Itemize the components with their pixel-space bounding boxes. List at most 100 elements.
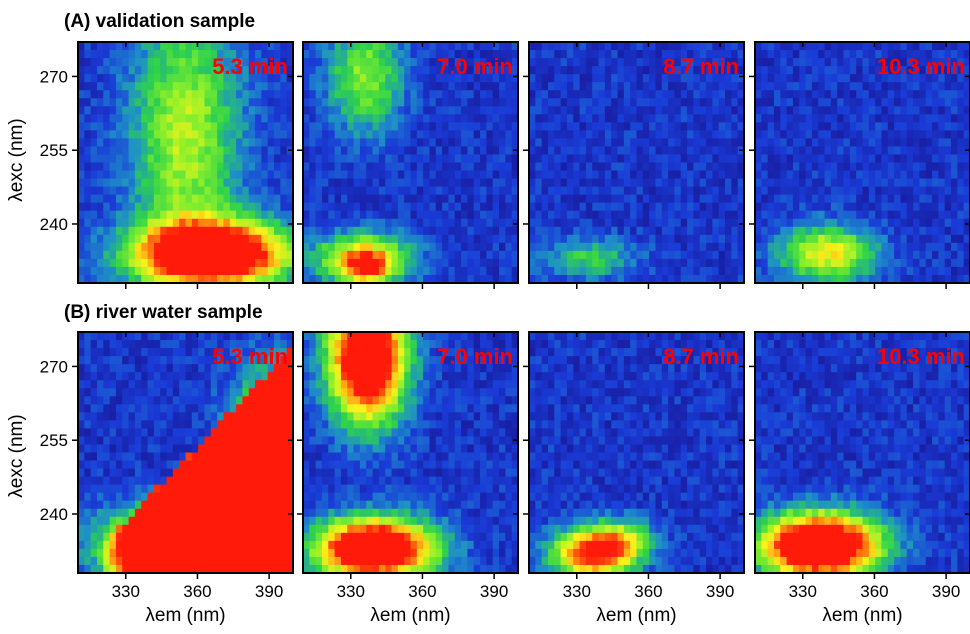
- heatmap-cell: [623, 114, 631, 123]
- heatmap-cell: [585, 194, 593, 204]
- heatmap-cell: [693, 130, 701, 139]
- heatmap-cell: [442, 242, 450, 252]
- heatmap-cell: [699, 58, 707, 67]
- heatmap-cell: [617, 170, 625, 180]
- heatmap-cell: [547, 210, 555, 220]
- heatmap-cell: [780, 242, 788, 252]
- heatmap-cell: [103, 266, 111, 276]
- heatmap-cell: [334, 218, 342, 228]
- heatmap-cell: [179, 82, 187, 91]
- heatmap-cell: [473, 154, 481, 164]
- heatmap-cell: [359, 266, 367, 276]
- heatmap-cell: [429, 242, 437, 252]
- heatmap-cell: [900, 114, 908, 123]
- heatmap-cell: [217, 476, 225, 486]
- heatmap-cell: [636, 138, 644, 148]
- heatmap-cell: [391, 202, 399, 212]
- heatmap-cell: [731, 218, 739, 228]
- heatmap-cell: [579, 138, 587, 148]
- heatmap-cell: [957, 58, 965, 67]
- heatmap-cell: [353, 82, 361, 91]
- heatmap-cell: [134, 178, 142, 188]
- heatmap-cell: [267, 106, 275, 115]
- heatmap-cell: [248, 516, 256, 526]
- heatmap-cell: [467, 50, 475, 59]
- heatmap-cell: [204, 524, 212, 534]
- heatmap-cell: [773, 154, 781, 164]
- heatmap-cell: [900, 234, 908, 244]
- heatmap-cell: [160, 452, 168, 462]
- heatmap-cell: [122, 154, 130, 164]
- heatmap-cell: [486, 42, 494, 51]
- heatmap-cell: [499, 210, 506, 220]
- heatmap-cell: [731, 234, 739, 244]
- heatmap-cell: [242, 468, 250, 478]
- heatmap-cell: [303, 162, 310, 172]
- heatmap-cell: [668, 258, 676, 268]
- heatmap-cell: [115, 340, 123, 349]
- heatmap-cell: [160, 122, 168, 131]
- heatmap-cell: [191, 500, 199, 510]
- heatmap-cell: [185, 242, 193, 252]
- heatmap-cell: [229, 500, 237, 510]
- heatmap-cell: [712, 98, 720, 107]
- heatmap-cell: [134, 98, 142, 107]
- heatmap-cell: [636, 90, 644, 99]
- heatmap-cell: [761, 82, 769, 91]
- heatmap-cell: [147, 130, 155, 139]
- heatmap-cell: [172, 564, 180, 573]
- heatmap-cell: [96, 146, 104, 156]
- heatmap-cell: [122, 516, 130, 526]
- heatmap-cell: [837, 226, 845, 236]
- heatmap-cell: [179, 162, 187, 172]
- heatmap-cell: [566, 186, 574, 196]
- heatmap-cell: [90, 396, 98, 405]
- heatmap-cell: [932, 186, 939, 196]
- heatmap-cell: [919, 218, 927, 228]
- heatmap-cell: [385, 74, 393, 83]
- heatmap-cell: [862, 194, 870, 204]
- heatmap-cell: [767, 146, 775, 156]
- heatmap-cell: [166, 388, 174, 397]
- heatmap-cell: [185, 170, 193, 180]
- heatmap-cell: [166, 42, 174, 51]
- heatmap-cell: [96, 364, 104, 373]
- heatmap-cell: [467, 74, 475, 83]
- heatmap-cell: [818, 258, 826, 268]
- heatmap-cell: [229, 540, 237, 550]
- heatmap-cell: [153, 540, 161, 550]
- heatmap-cell: [799, 74, 807, 83]
- heatmap-cell: [913, 66, 921, 75]
- heatmap-cell: [755, 90, 762, 99]
- heatmap-cell: [242, 226, 250, 236]
- heatmap-cell: [868, 58, 876, 67]
- heatmap-cell: [267, 202, 275, 212]
- heatmap-cell: [856, 266, 864, 276]
- heatmap-cell: [529, 90, 536, 99]
- heatmap-cell: [541, 66, 549, 75]
- heatmap-cell: [693, 138, 701, 148]
- heatmap-cell: [236, 162, 244, 172]
- heatmap-cell: [932, 58, 939, 67]
- heatmap-cell: [680, 90, 688, 99]
- heatmap-cell: [410, 130, 418, 139]
- heatmap-cell: [90, 404, 98, 413]
- heatmap-cell: [416, 146, 424, 156]
- heatmap-cell: [642, 66, 650, 75]
- heatmap-cell: [680, 194, 688, 204]
- heatmap-cell: [229, 266, 237, 276]
- heatmap-cell: [84, 138, 92, 148]
- heatmap-cell: [185, 476, 193, 486]
- heatmap-cell: [353, 154, 361, 164]
- heatmap-cell: [919, 66, 927, 75]
- heatmap-cell: [334, 202, 342, 212]
- heatmap-cell: [416, 154, 424, 164]
- heatmap-cell: [109, 500, 117, 510]
- heatmap-cell: [147, 226, 155, 236]
- heatmap-cell: [147, 194, 155, 204]
- heatmap-cell: [617, 162, 625, 172]
- heatmap-cell: [818, 138, 826, 148]
- heatmap-cell: [486, 162, 494, 172]
- heatmap-cell: [141, 404, 149, 413]
- heatmap-cell: [731, 274, 739, 283]
